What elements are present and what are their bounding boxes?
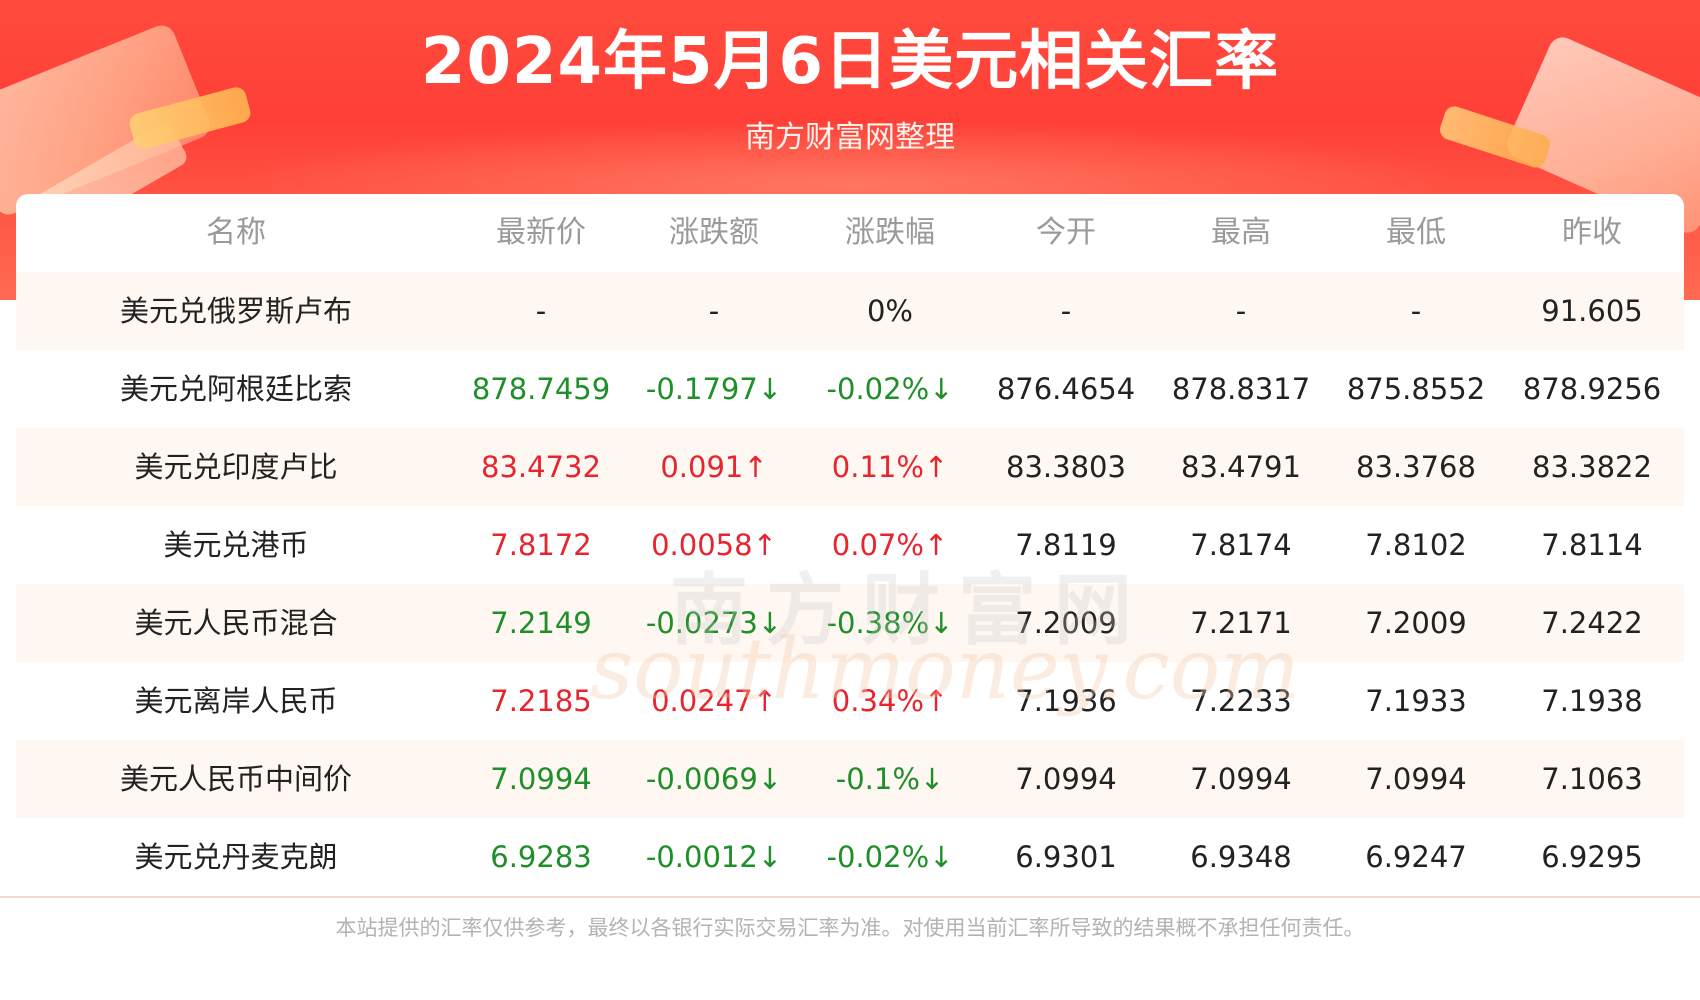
table-row: 美元兑丹麦克朗 6.9283 -0.0012↓ -0.02%↓ 6.9301 6… bbox=[16, 818, 1684, 894]
row-low: 7.1933 bbox=[1365, 684, 1467, 718]
column-header-prev-close: 昨收 bbox=[1562, 215, 1622, 250]
row-change-pct: -0.02%↓ bbox=[826, 372, 954, 406]
row-latest: 7.8172 bbox=[490, 528, 592, 562]
row-open: 6.9301 bbox=[1015, 840, 1117, 874]
row-open: 876.4654 bbox=[996, 372, 1136, 406]
row-latest: 7.2185 bbox=[490, 684, 592, 718]
row-low: 83.3768 bbox=[1356, 450, 1476, 484]
row-change-pct: -0.38%↓ bbox=[826, 606, 954, 640]
row-change: -0.1797↓ bbox=[645, 372, 783, 406]
row-open: 7.8119 bbox=[1015, 528, 1117, 562]
column-header-latest: 最新价 bbox=[496, 215, 586, 250]
row-change-pct: 0.07%↑ bbox=[831, 528, 949, 562]
table-row: 美元人民币混合 7.2149 -0.0273↓ -0.38%↓ 7.2009 7… bbox=[16, 584, 1684, 662]
row-low: 6.9247 bbox=[1365, 840, 1467, 874]
column-header-high: 最高 bbox=[1211, 215, 1271, 250]
row-open: 7.0994 bbox=[1015, 762, 1117, 796]
row-high: 7.2233 bbox=[1190, 684, 1292, 718]
row-change: -0.0273↓ bbox=[645, 606, 783, 640]
column-header-change: 涨跌额 bbox=[669, 215, 759, 250]
row-low: - bbox=[1410, 294, 1422, 328]
row-change-pct: 0.34%↑ bbox=[831, 684, 949, 718]
table-row: 美元兑俄罗斯卢布 - - 0% - - - 91.605 bbox=[16, 272, 1684, 350]
row-name: 美元离岸人民币 bbox=[134, 684, 338, 718]
row-low: 7.8102 bbox=[1365, 528, 1467, 562]
row-name: 美元兑丹麦克朗 bbox=[134, 840, 338, 874]
row-change: 0.0058↑ bbox=[651, 528, 777, 562]
row-change: - bbox=[708, 294, 720, 328]
watermark-en: southmoney.com bbox=[590, 620, 1300, 718]
row-open: 7.1936 bbox=[1015, 684, 1117, 718]
table-row: 美元人民币中间价 7.0994 -0.0069↓ -0.1%↓ 7.0994 7… bbox=[16, 740, 1684, 818]
column-header-change-pct: 涨跌幅 bbox=[845, 215, 935, 250]
row-prev-close: 878.9256 bbox=[1522, 372, 1662, 406]
row-high: - bbox=[1235, 294, 1247, 328]
row-prev-close: 6.9295 bbox=[1541, 840, 1643, 874]
row-low: 7.0994 bbox=[1365, 762, 1467, 796]
row-change-pct: 0.11%↑ bbox=[831, 450, 949, 484]
page-subtitle: 南方财富网整理 bbox=[745, 120, 955, 155]
row-name: 美元人民币中间价 bbox=[119, 762, 352, 796]
row-change-pct: -0.02%↓ bbox=[826, 840, 954, 874]
row-change: -0.0069↓ bbox=[645, 762, 783, 796]
row-high: 7.8174 bbox=[1190, 528, 1292, 562]
rates-table: 名称 最新价 涨跌额 涨跌幅 今开 最高 最低 昨收 美元兑俄罗斯卢布 - - … bbox=[16, 194, 1684, 894]
footer-divider bbox=[0, 896, 1700, 898]
row-prev-close: 83.3822 bbox=[1532, 450, 1652, 484]
column-header-name: 名称 bbox=[206, 215, 266, 250]
row-change: 0.091↑ bbox=[660, 450, 768, 484]
row-prev-close: 7.1938 bbox=[1541, 684, 1643, 718]
row-low: 875.8552 bbox=[1346, 372, 1486, 406]
row-name: 美元兑印度卢比 bbox=[134, 450, 338, 484]
row-latest: 6.9283 bbox=[490, 840, 592, 874]
row-latest: 7.0994 bbox=[490, 762, 592, 796]
column-header-low: 最低 bbox=[1386, 215, 1446, 250]
row-high: 83.4791 bbox=[1181, 450, 1301, 484]
row-latest: 878.7459 bbox=[471, 372, 611, 406]
table-row: 美元兑阿根廷比索 878.7459 -0.1797↓ -0.02%↓ 876.4… bbox=[16, 350, 1684, 428]
row-name: 美元兑港币 bbox=[163, 528, 309, 562]
row-name: 美元人民币混合 bbox=[134, 606, 338, 640]
row-prev-close: 7.1063 bbox=[1541, 762, 1643, 796]
page-title: 2024年5月6日美元相关汇率 bbox=[420, 25, 1280, 99]
row-low: 7.2009 bbox=[1365, 606, 1467, 640]
row-high: 7.2171 bbox=[1190, 606, 1292, 640]
row-high: 6.9348 bbox=[1190, 840, 1292, 874]
row-open: 7.2009 bbox=[1015, 606, 1117, 640]
row-high: 7.0994 bbox=[1190, 762, 1292, 796]
row-latest: 83.4732 bbox=[481, 450, 601, 484]
row-latest: - bbox=[535, 294, 547, 328]
row-change: 0.0247↑ bbox=[651, 684, 777, 718]
table-header-row: 名称 最新价 涨跌额 涨跌幅 今开 最高 最低 昨收 bbox=[16, 194, 1684, 272]
row-change-pct: 0% bbox=[866, 294, 913, 328]
column-header-open: 今开 bbox=[1036, 215, 1096, 250]
row-name: 美元兑俄罗斯卢布 bbox=[119, 294, 352, 328]
row-high: 878.8317 bbox=[1171, 372, 1311, 406]
row-open: - bbox=[1060, 294, 1072, 328]
table-row: 美元离岸人民币 7.2185 0.0247↑ 0.34%↑ 7.1936 7.2… bbox=[16, 662, 1684, 740]
row-prev-close: 7.2422 bbox=[1541, 606, 1643, 640]
row-prev-close: 7.8114 bbox=[1541, 528, 1643, 562]
table-row: 美元兑港币 7.8172 0.0058↑ 0.07%↑ 7.8119 7.817… bbox=[16, 506, 1684, 584]
row-change: -0.0012↓ bbox=[645, 840, 783, 874]
row-latest: 7.2149 bbox=[490, 606, 592, 640]
disclaimer-text: 本站提供的汇率仅供参考，最终以各银行实际交易汇率为准。对使用当前汇率所导致的结果… bbox=[335, 916, 1365, 940]
row-change-pct: -0.1%↓ bbox=[835, 762, 945, 796]
watermark-cn: 南方财富网 bbox=[670, 566, 1151, 656]
row-prev-close: 91.605 bbox=[1541, 294, 1643, 328]
row-name: 美元兑阿根廷比索 bbox=[119, 372, 352, 406]
table-row: 美元兑印度卢比 83.4732 0.091↑ 0.11%↑ 83.3803 83… bbox=[16, 428, 1684, 506]
row-open: 83.3803 bbox=[1006, 450, 1126, 484]
